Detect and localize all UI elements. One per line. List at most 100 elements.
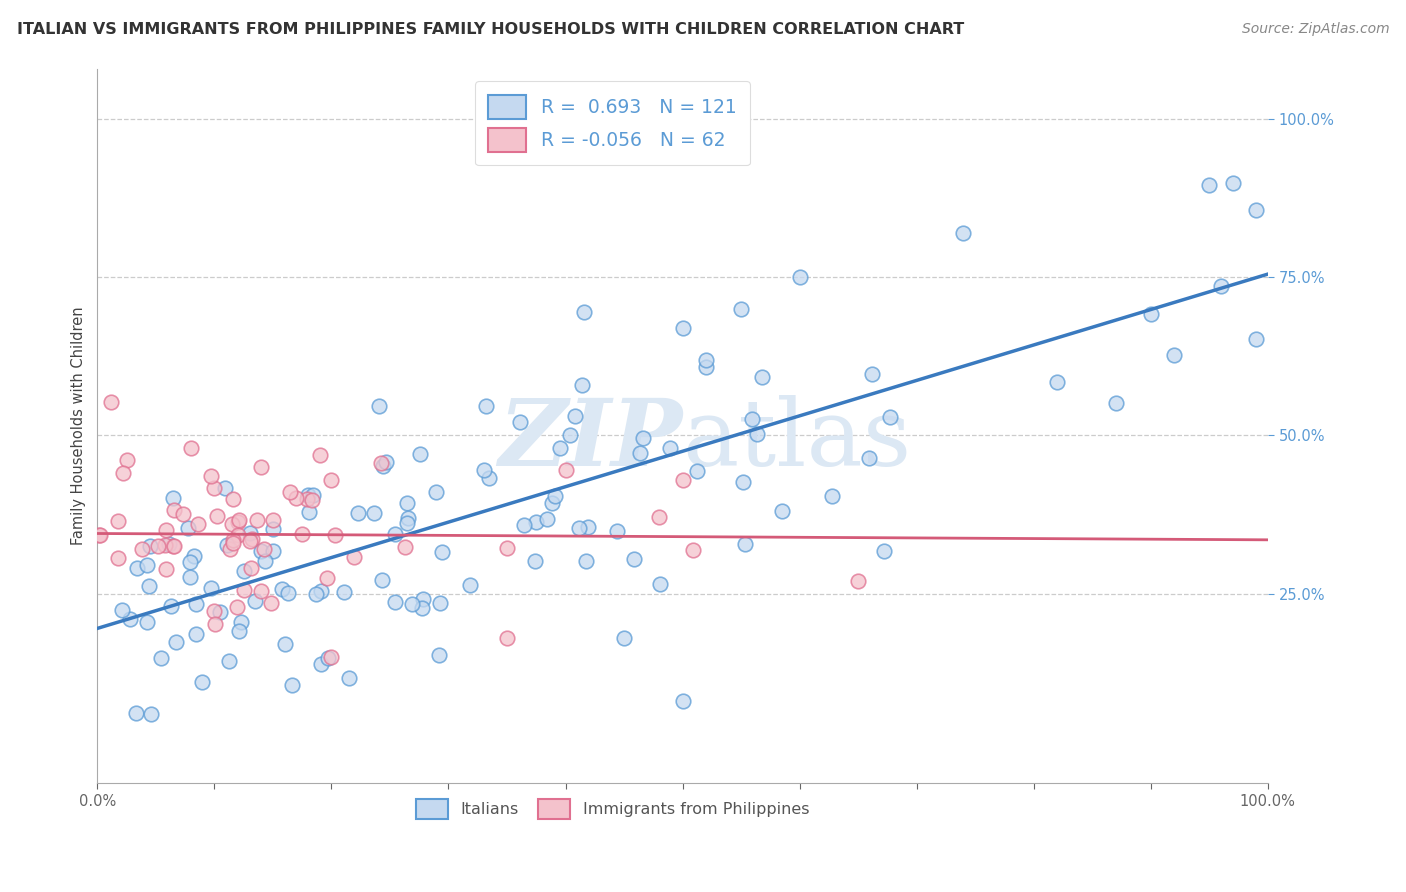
Point	[163, 503, 186, 517]
Point	[225, 599, 247, 614]
Point	[187, 517, 209, 532]
Point	[1104, 396, 1126, 410]
Point	[202, 481, 225, 495]
Point	[1198, 178, 1220, 192]
Point	[127, 561, 149, 575]
Point	[384, 595, 406, 609]
Y-axis label: Family Households with Children: Family Households with Children	[72, 307, 86, 545]
Point	[321, 473, 343, 487]
Point	[163, 539, 186, 553]
Point	[671, 473, 693, 487]
Point	[165, 634, 187, 648]
Point	[544, 489, 567, 503]
Point	[1209, 278, 1232, 293]
Point	[554, 463, 576, 477]
Point	[496, 541, 519, 556]
Point	[291, 527, 314, 541]
Point	[952, 226, 974, 240]
Point	[298, 505, 321, 519]
Point	[860, 368, 883, 382]
Point	[548, 441, 571, 455]
Point	[789, 270, 811, 285]
Point	[686, 464, 709, 478]
Point	[297, 487, 319, 501]
Point	[222, 492, 245, 507]
Point	[472, 463, 495, 477]
Point	[396, 516, 419, 531]
Point	[846, 574, 869, 588]
Point	[254, 554, 277, 568]
Point	[478, 471, 501, 485]
Point	[309, 583, 332, 598]
Point	[321, 649, 343, 664]
Point	[228, 624, 250, 639]
Point	[337, 671, 360, 685]
Point	[157, 537, 180, 551]
Point	[879, 409, 901, 424]
Point	[695, 360, 717, 375]
Point	[177, 521, 200, 535]
Point	[202, 604, 225, 618]
Point	[513, 517, 536, 532]
Point	[747, 426, 769, 441]
Point	[659, 441, 682, 455]
Point	[734, 537, 756, 551]
Point	[568, 521, 591, 535]
Point	[363, 506, 385, 520]
Point	[429, 597, 451, 611]
Point	[253, 542, 276, 557]
Point	[146, 539, 169, 553]
Point	[370, 456, 392, 470]
Point	[396, 496, 419, 510]
Point	[325, 528, 347, 542]
Point	[558, 427, 581, 442]
Point	[228, 512, 250, 526]
Point	[131, 541, 153, 556]
Point	[427, 648, 450, 662]
Point	[524, 554, 547, 568]
Point	[458, 578, 481, 592]
Point	[1222, 176, 1244, 190]
Point	[191, 674, 214, 689]
Point	[536, 512, 558, 526]
Point	[180, 441, 202, 455]
Point	[112, 467, 135, 481]
Point	[1244, 203, 1267, 218]
Point	[411, 600, 433, 615]
Point	[741, 412, 763, 426]
Point	[239, 533, 262, 548]
Point	[215, 538, 238, 552]
Text: atlas: atlas	[682, 395, 912, 485]
Point	[226, 515, 249, 529]
Legend: Italians, Immigrants from Philippines: Italians, Immigrants from Philippines	[409, 792, 815, 825]
Point	[297, 492, 319, 507]
Point	[243, 594, 266, 608]
Point	[89, 528, 111, 542]
Point	[135, 558, 157, 572]
Point	[628, 446, 651, 460]
Point	[730, 301, 752, 316]
Point	[371, 573, 394, 587]
Point	[384, 527, 406, 541]
Point	[575, 554, 598, 568]
Point	[671, 694, 693, 708]
Point	[623, 552, 645, 566]
Point	[333, 585, 356, 599]
Point	[162, 540, 184, 554]
Point	[209, 605, 232, 619]
Point	[280, 484, 302, 499]
Point	[115, 452, 138, 467]
Point	[770, 504, 793, 518]
Point	[648, 576, 671, 591]
Point	[218, 654, 240, 668]
Point	[260, 596, 283, 610]
Point	[214, 481, 236, 495]
Point	[262, 513, 284, 527]
Point	[120, 612, 142, 626]
Text: ITALIAN VS IMMIGRANTS FROM PHILIPPINES FAMILY HOUSEHOLDS WITH CHILDREN CORRELATI: ITALIAN VS IMMIGRANTS FROM PHILIPPINES F…	[17, 22, 965, 37]
Point	[153, 538, 176, 552]
Point	[425, 485, 447, 500]
Point	[524, 515, 547, 529]
Point	[301, 493, 323, 508]
Point	[160, 599, 183, 614]
